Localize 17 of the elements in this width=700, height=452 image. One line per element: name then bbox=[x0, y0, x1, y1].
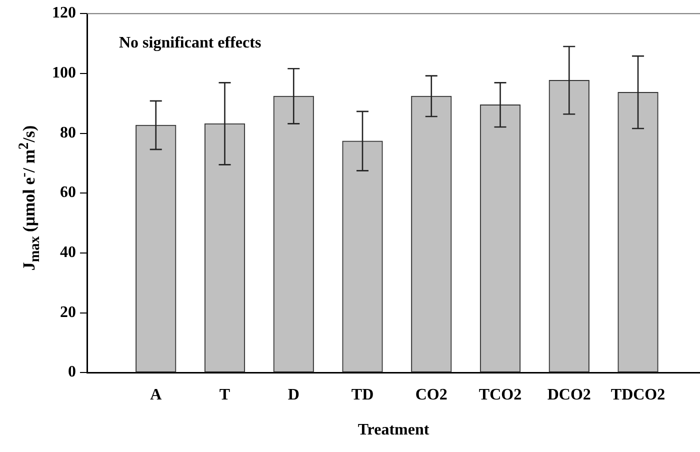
y-tick-label: 120 bbox=[52, 4, 76, 22]
y-tick-label: 40 bbox=[60, 244, 76, 262]
x-tick-label: A bbox=[150, 386, 162, 404]
y-tick-label: 60 bbox=[60, 184, 76, 202]
x-tick-label: T bbox=[219, 386, 230, 404]
x-tick-label: DCO2 bbox=[547, 386, 591, 404]
x-tick-label: TCO2 bbox=[478, 386, 522, 404]
y-tick-label: 20 bbox=[60, 304, 76, 321]
y-tick-label: 100 bbox=[52, 64, 76, 82]
x-axis-title: Treatment bbox=[358, 422, 430, 439]
x-tick-label: TDCO2 bbox=[610, 386, 666, 404]
y-tick-label: 0 bbox=[68, 364, 76, 381]
x-tick-label: TD bbox=[351, 386, 374, 404]
x-tick-label: CO2 bbox=[415, 386, 448, 404]
x-tick-label: D bbox=[288, 386, 300, 404]
annotation: No significant effects bbox=[119, 34, 262, 52]
y-tick-label: 80 bbox=[60, 124, 76, 142]
